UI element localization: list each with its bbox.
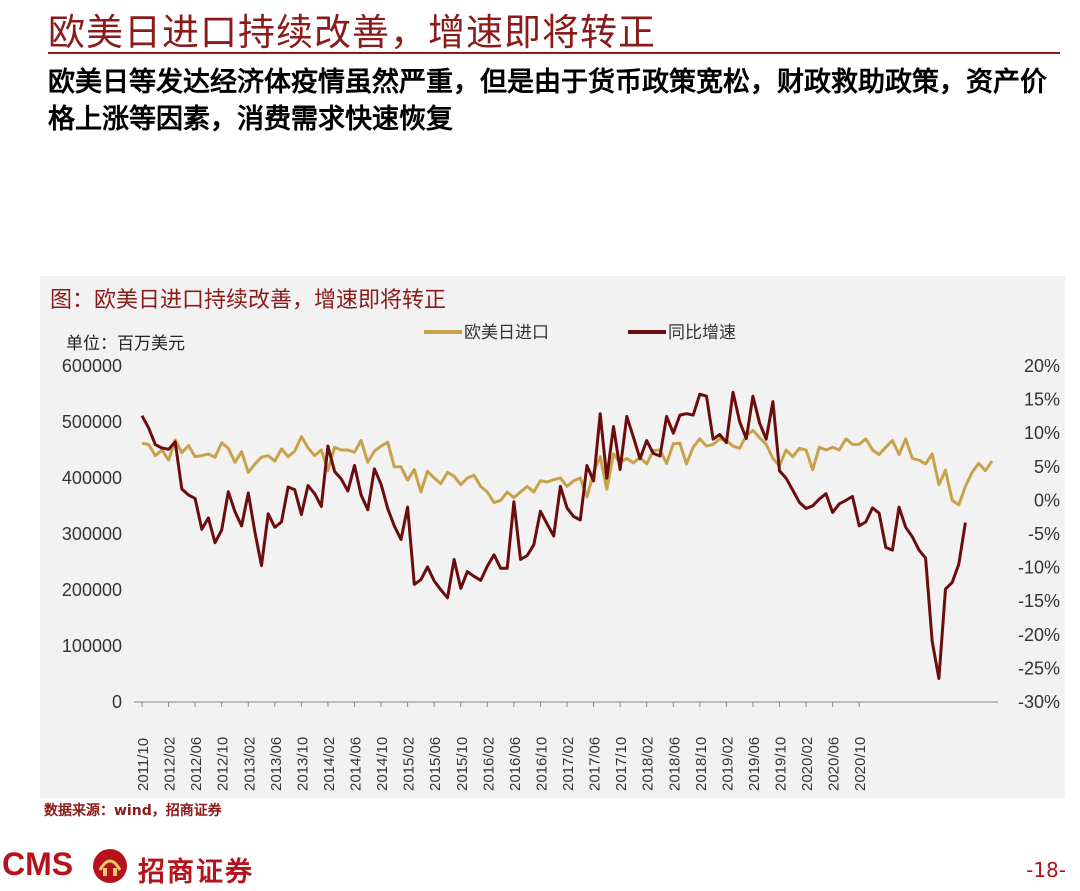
x-tick-label: 2019/06 [746, 737, 763, 791]
x-tick-label: 2020/10 [852, 737, 869, 791]
y-left-tick-label: 0 [112, 692, 122, 712]
x-tick-label: 2019/10 [773, 737, 790, 791]
legend-label-imports: 欧美日进口 [464, 323, 549, 343]
x-tick-label: 2016/06 [507, 737, 524, 791]
y-right-tick-label: 0% [1034, 490, 1060, 510]
y-left-tick-label: 300000 [62, 524, 122, 544]
y-right-tick-label: -15% [1018, 591, 1060, 611]
x-tick-label: 2013/06 [268, 737, 285, 791]
x-tick-label: 2017/10 [613, 737, 630, 791]
x-tick-label: 2012/02 [162, 737, 179, 791]
y-left-tick-label: 100000 [62, 636, 122, 656]
x-tick-label: 2017/02 [560, 737, 577, 791]
y-left-tick-label: 200000 [62, 580, 122, 600]
chart-unit: 单位：百万美元 [66, 334, 185, 354]
x-tick-label: 2018/10 [693, 737, 710, 791]
x-tick-label: 2011/10 [135, 738, 152, 791]
slide-subtitle: 欧美日等发达经济体疫情虽然严重，但是由于货币政策宽松，财政救助政策，资产价格上涨… [48, 67, 1047, 135]
x-tick-label: 2014/02 [321, 737, 338, 791]
y-right-tick-label: -5% [1028, 524, 1060, 544]
y-left-tick-label: 600000 [62, 356, 122, 376]
page-number: -18- [1026, 858, 1066, 882]
title-divider [48, 52, 1060, 54]
x-tick-label: 2020/02 [799, 737, 816, 791]
x-tick-label: 2017/06 [587, 737, 604, 791]
x-tick-label: 2013/02 [241, 737, 258, 791]
y-right-tick-label: -20% [1018, 625, 1060, 645]
y-right-tick-label: 10% [1024, 423, 1060, 443]
x-tick-label: 2014/10 [374, 737, 391, 791]
x-tick-label: 2020/06 [826, 737, 843, 791]
y-right-tick-label: 15% [1024, 390, 1060, 410]
logo-text: CMS [2, 846, 74, 882]
x-tick-label: 2016/02 [480, 737, 497, 791]
y-left-tick-label: 400000 [62, 468, 122, 488]
x-tick-label: 2016/10 [533, 737, 550, 791]
x-tick-label: 2019/02 [719, 737, 736, 791]
x-tick-label: 2015/02 [401, 737, 418, 791]
x-tick-label: 2014/06 [348, 737, 365, 791]
x-tick-label: 2018/02 [640, 737, 657, 791]
x-tick-label: 2013/10 [294, 737, 311, 791]
slide-title: 欧美日进口持续改善，增速即将转正 [48, 11, 656, 54]
logo-emblem-icon [93, 849, 127, 883]
y-right-tick-label: -30% [1018, 692, 1060, 712]
data-source: 数据来源：wind，招商证券 [44, 803, 222, 819]
series-line-yoy [140, 390, 967, 680]
y-right-tick-label: 20% [1024, 356, 1060, 376]
y-right-tick-label: -10% [1018, 558, 1060, 578]
y-left-tick-label: 500000 [62, 412, 122, 432]
chart-title: 图：欧美日进口持续改善，增速即将转正 [50, 288, 447, 313]
x-tick-label: 2015/10 [454, 737, 471, 791]
x-tick-label: 2018/06 [666, 737, 683, 791]
series-line-imports [141, 428, 994, 507]
x-tick-label: 2012/10 [215, 737, 232, 791]
legend-label-yoy: 同比增速 [668, 323, 736, 343]
y-right-tick-label: 5% [1034, 457, 1060, 477]
logo-name: 招商证券 [138, 857, 254, 888]
x-tick-label: 2012/06 [188, 737, 205, 791]
y-right-tick-label: -25% [1018, 658, 1060, 678]
x-tick-label: 2015/06 [427, 737, 444, 791]
